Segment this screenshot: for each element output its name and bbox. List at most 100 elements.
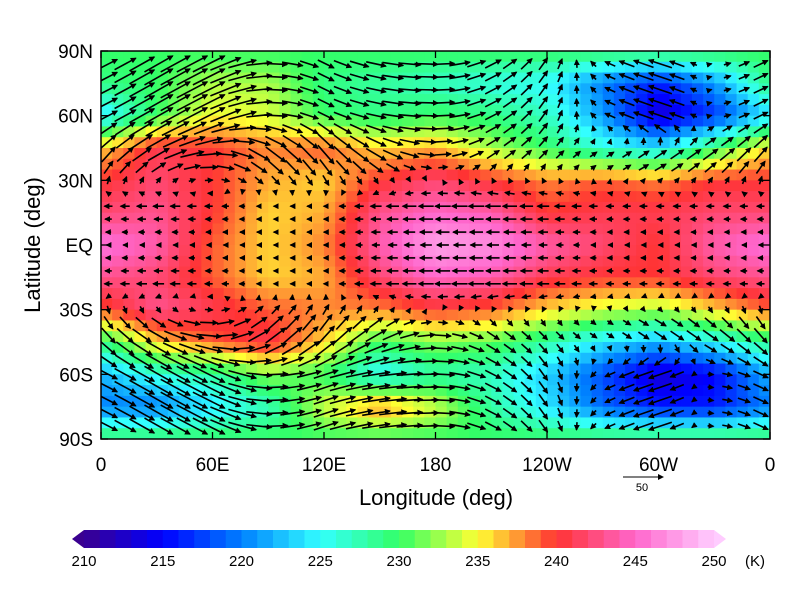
heatmap-cell: [457, 288, 470, 300]
wind-vector: [144, 55, 174, 73]
heatmap-cell: [379, 104, 392, 117]
heatmap-cell: [524, 51, 537, 63]
heatmap-cell: [257, 104, 269, 117]
colorbar-cell: [430, 530, 447, 548]
heatmap-cell: [290, 428, 303, 439]
heatmap-cell: [257, 115, 269, 128]
heatmap-cell: [513, 191, 526, 203]
heatmap-cell: [502, 245, 515, 257]
wind-vector: [254, 305, 264, 314]
heatmap-cell: [268, 51, 280, 63]
heatmap-cell: [714, 61, 726, 74]
heatmap-cell: [123, 201, 136, 214]
heatmap-cell: [190, 104, 202, 117]
heatmap-cell: [535, 223, 548, 235]
heatmap-cell: [714, 331, 726, 343]
heatmap-cell: [446, 428, 459, 439]
wind-vector: [538, 380, 549, 394]
heatmap-cell: [234, 320, 247, 332]
heatmap-cell: [324, 288, 336, 300]
heatmap-cell: [468, 234, 481, 246]
heatmap-cell: [357, 94, 370, 106]
heatmap-cell: [257, 255, 269, 268]
heatmap-cell: [513, 417, 526, 429]
heatmap-cell: [413, 374, 425, 386]
heatmap-cell: [290, 61, 303, 74]
heatmap-cell: [402, 126, 414, 138]
heatmap-cell: [558, 266, 570, 278]
heatmap-cell: [513, 320, 526, 332]
heatmap-cell: [234, 115, 247, 128]
wind-vector: [101, 122, 118, 135]
heatmap-cell: [591, 61, 604, 74]
heatmap-cell: [424, 234, 437, 246]
wind-vector: [210, 406, 242, 421]
heatmap-cell: [424, 72, 437, 84]
heatmap-cell: [524, 363, 537, 375]
heatmap-cell: [647, 223, 660, 235]
wind-vector: [114, 406, 137, 420]
heatmap-cell: [468, 94, 481, 106]
wind-vector: [317, 144, 335, 165]
heatmap-cell: [502, 385, 515, 397]
heatmap-cell: [335, 385, 347, 397]
wind-vector: [431, 371, 456, 378]
wind-vector: [520, 394, 533, 407]
wind-vector: [329, 408, 357, 418]
heatmap-cell: [580, 277, 593, 289]
wind-vector: [721, 316, 734, 329]
wind-vector: [129, 56, 156, 72]
heatmap-cell: [547, 363, 559, 375]
wind-vector: [538, 108, 549, 122]
wind-vector: [622, 125, 631, 133]
heatmap-cell: [145, 309, 158, 322]
wind-vector: [758, 191, 765, 198]
wind-vector: [400, 151, 420, 159]
wind-vector: [161, 353, 190, 369]
heatmap-cell: [290, 234, 303, 246]
wind-vector: [210, 69, 242, 84]
heatmap-cell: [636, 169, 648, 181]
heatmap-cell: [703, 201, 715, 214]
heatmap-cell: [134, 331, 147, 343]
heatmap-cell: [547, 255, 559, 268]
wind-vector: [604, 410, 616, 417]
heatmap-cell: [301, 428, 314, 439]
wind-vector: [503, 123, 517, 134]
heatmap-cell: [312, 61, 325, 74]
wind-vector: [573, 59, 580, 68]
heatmap-cell: [357, 255, 370, 268]
wind-vector: [366, 99, 387, 107]
wind-vector: [417, 332, 436, 339]
heatmap-cell: [190, 137, 202, 149]
heatmap-cell: [680, 266, 693, 278]
heatmap-cell: [747, 137, 760, 149]
heatmap-cell: [524, 298, 537, 311]
heatmap-cell: [580, 61, 593, 74]
wind-vector: [674, 136, 680, 146]
heatmap-cell: [134, 180, 147, 192]
heatmap-cell: [535, 331, 548, 343]
heatmap-cell: [636, 320, 648, 332]
wind-vector: [722, 384, 734, 391]
heatmap-cell: [167, 223, 180, 235]
wind-vector: [388, 189, 397, 196]
wind-vector: [623, 191, 631, 197]
heatmap-cell: [580, 428, 593, 439]
heatmap-cell: [357, 374, 370, 386]
heatmap-cell: [290, 148, 303, 160]
heatmap-cell: [190, 342, 202, 354]
heatmap-cell: [480, 104, 492, 117]
wind-vector: [704, 137, 717, 146]
heatmap-cell: [123, 331, 136, 343]
heatmap-cell: [535, 51, 548, 63]
wind-vector: [590, 371, 597, 378]
heatmap-cell: [703, 374, 715, 386]
heatmap-cell: [368, 72, 381, 84]
wind-vector: [653, 124, 667, 134]
heatmap-cell: [324, 51, 336, 63]
heatmap-cell: [379, 94, 392, 106]
wind-vector: [162, 342, 189, 355]
heatmap-cell: [402, 51, 414, 63]
heatmap-cell: [402, 363, 414, 375]
